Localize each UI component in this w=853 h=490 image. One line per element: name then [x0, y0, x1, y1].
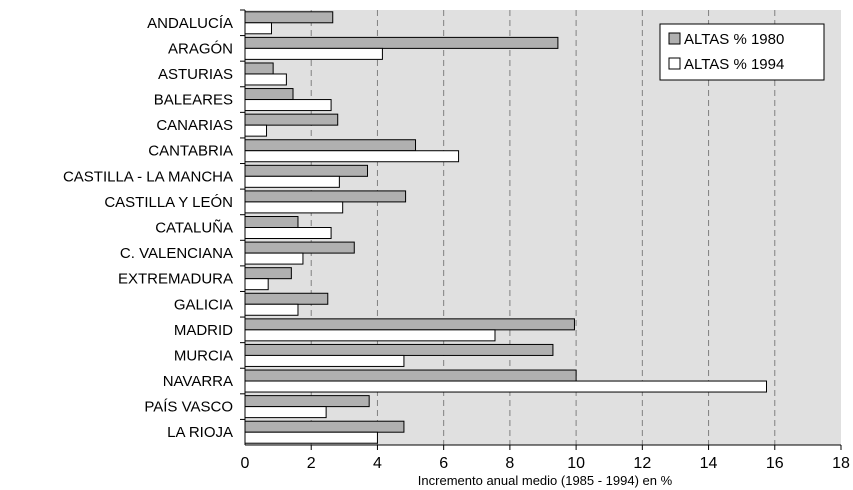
x-tick-label: 16	[766, 455, 784, 472]
bar-1980	[244, 139, 417, 152]
category-label: CASTILLA Y LEÓN	[104, 194, 233, 211]
category-label: BALEARES	[154, 92, 233, 109]
bar-1980	[244, 395, 370, 408]
category-label: GALICIA	[174, 296, 233, 313]
category-label: CANARIAS	[156, 117, 233, 134]
category-label: EXTREMADURA	[118, 271, 233, 288]
bar-1994	[244, 278, 269, 291]
bar-1994	[244, 252, 304, 265]
legend-swatch-1994	[668, 57, 681, 70]
bar-1980	[244, 318, 575, 331]
x-tick-label: 2	[307, 455, 316, 472]
legend-label-1980: ALTAS % 1980	[684, 31, 784, 48]
bar-1980	[244, 88, 294, 101]
legend-label-1994: ALTAS % 1994	[684, 56, 784, 73]
category-label: CANTABRIA	[148, 143, 233, 160]
category-label: ARAGÓN	[168, 40, 233, 57]
x-tick-label: 8	[505, 455, 514, 472]
bar-1980	[244, 190, 407, 203]
bar-1994	[244, 124, 268, 137]
x-tick-label: 6	[439, 455, 448, 472]
bar-1994	[244, 201, 344, 214]
x-tick-label: 10	[567, 455, 585, 472]
bar-1994	[244, 47, 383, 60]
bar-1980	[244, 36, 559, 49]
x-tick-label: 0	[241, 455, 250, 472]
x-axis-title: Incremento anual medio (1985 - 1994) en …	[418, 473, 673, 488]
bar-1980	[244, 11, 334, 24]
x-tick-label: 18	[832, 455, 850, 472]
bar-1980	[244, 62, 274, 75]
bar-1994	[244, 99, 332, 112]
bar-1994	[244, 329, 496, 342]
bar-1994	[244, 354, 405, 367]
category-label: MURCIA	[174, 347, 233, 364]
category-label: ANDALUCÍA	[147, 15, 233, 32]
bar-1980	[244, 216, 299, 228]
category-label: MADRID	[174, 322, 233, 339]
legend-swatch-1980	[668, 32, 681, 45]
bar-1994	[244, 73, 287, 86]
bar-1980	[244, 292, 329, 305]
bar-1994	[244, 22, 272, 35]
x-tick-label: 14	[700, 455, 718, 472]
bar-1994	[244, 380, 767, 393]
bar-1994	[244, 175, 340, 188]
bar-1980	[244, 343, 554, 356]
bar-1980	[244, 113, 339, 126]
x-tick-label: 4	[373, 455, 382, 472]
bar-1994	[244, 431, 378, 444]
category-label: CASTILLA - LA MANCHA	[63, 168, 233, 185]
category-labels: ANDALUCÍA ARAGÓN ASTURIAS BALEARES CANARIAS C…	[63, 9, 245, 441]
bar-1994	[244, 406, 327, 419]
category-label: NAVARRA	[163, 373, 233, 390]
bar-1980	[244, 241, 355, 254]
x-tick-label: 12	[633, 455, 651, 472]
category-label: PAÍS VASCO	[144, 399, 233, 416]
legend-box	[659, 23, 825, 81]
category-label: C. VALENCIANA	[120, 245, 233, 262]
category-label: ASTURIAS	[158, 66, 233, 83]
category-label: LA RIOJA	[167, 424, 233, 441]
x-tick-labels: 0 2 4 6 8 10 12 14 16 18	[241, 455, 850, 472]
bar-1980	[244, 420, 405, 433]
category-label: CATALUÑA	[155, 220, 233, 237]
bar-1980	[244, 369, 577, 382]
bar-1994	[244, 303, 299, 316]
bar-1980	[244, 267, 292, 280]
bar-1994	[244, 227, 332, 239]
bar-1994	[244, 150, 460, 163]
legend: ALTAS % 1980 ALTAS % 1994	[659, 23, 825, 81]
bar-1980	[244, 164, 369, 177]
